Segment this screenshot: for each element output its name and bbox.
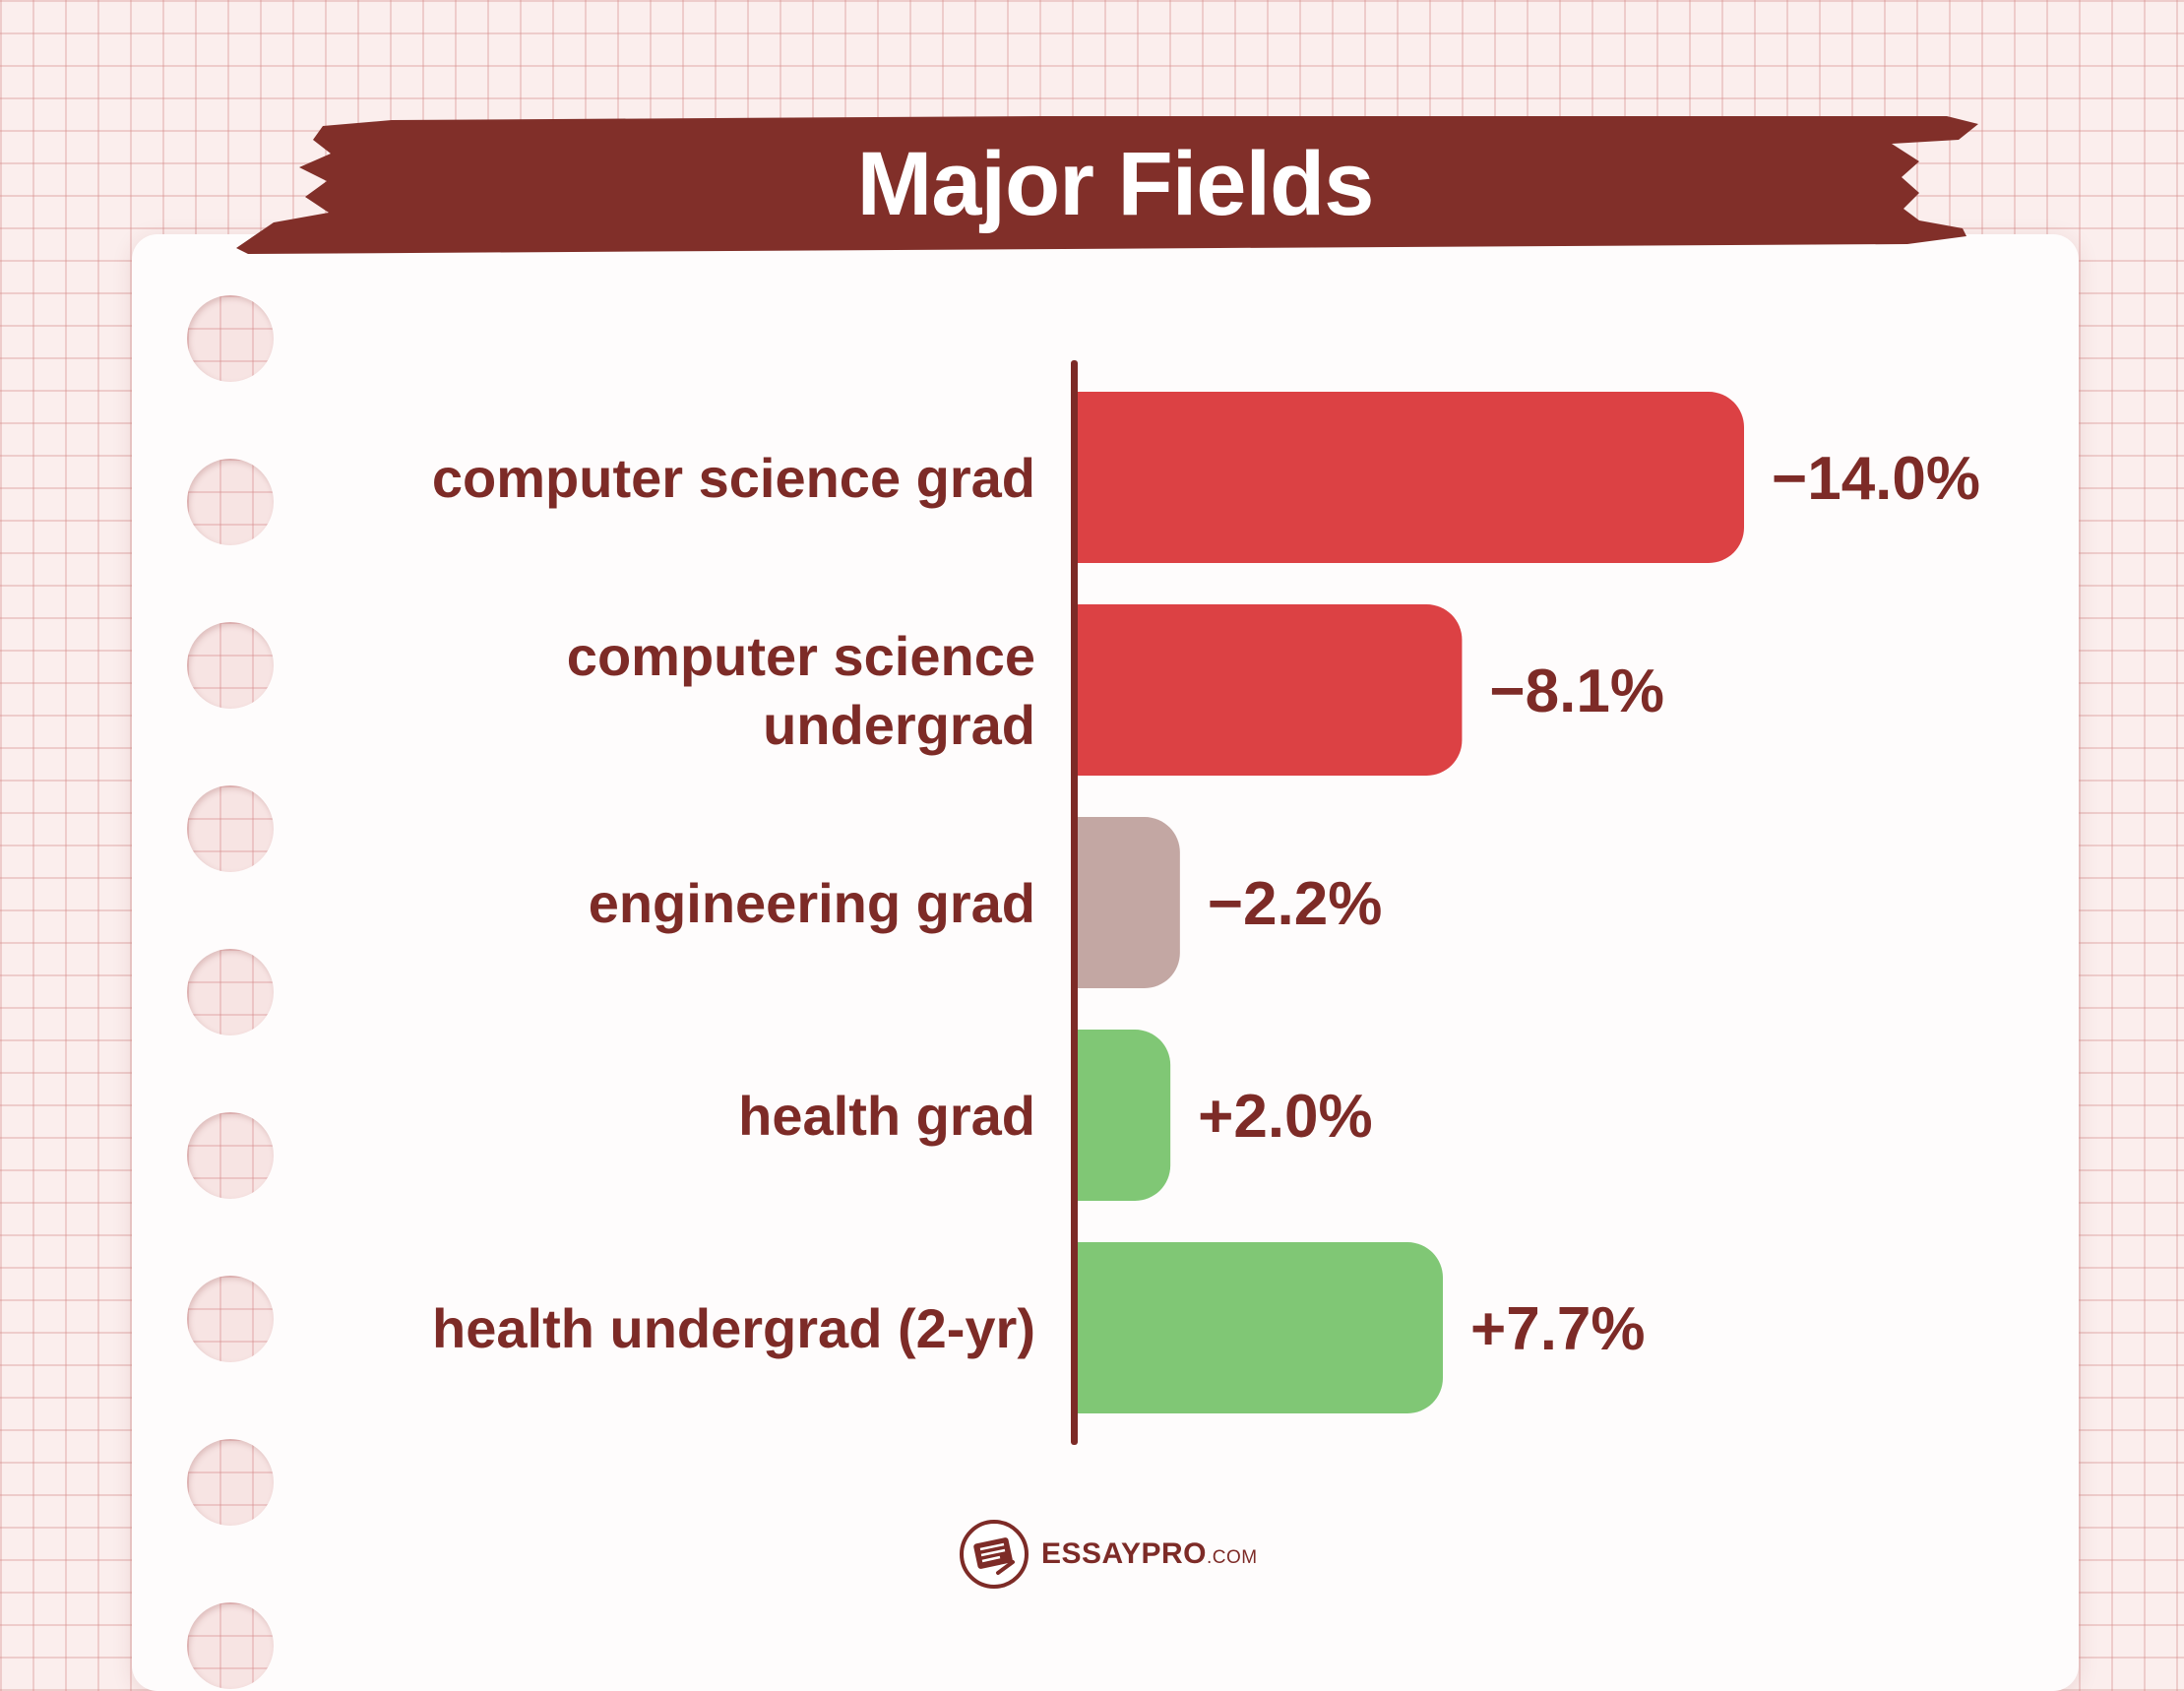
bar [1075, 392, 1744, 563]
brand-domain-suffix: .COM [1206, 1547, 1258, 1568]
chart-title: Major Fields [856, 133, 1375, 234]
binder-hole [187, 622, 274, 709]
value-label: +2.0% [1198, 1083, 1373, 1151]
value-label: −2.2% [1208, 870, 1383, 938]
value-label: −14.0% [1772, 445, 1980, 513]
category-label: health undergrad (2-yr) [432, 1297, 1035, 1359]
title-banner: Major Fields [234, 110, 1996, 258]
binder-hole [187, 295, 274, 382]
banner-brush-shape [236, 116, 1978, 254]
binder-hole [187, 785, 274, 872]
binder-hole [187, 1276, 274, 1362]
value-label: −8.1% [1489, 658, 1664, 725]
value-label: +7.7% [1470, 1295, 1646, 1363]
binder-hole [187, 949, 274, 1035]
notebook-pencil-icon [960, 1520, 1029, 1589]
binder-hole [187, 1112, 274, 1199]
category-label: health grad [738, 1085, 1035, 1147]
brand-footer: ESSAYPRO.COM [959, 1519, 1258, 1590]
category-label: computer science undergrad [567, 625, 1035, 756]
bar [1075, 1030, 1171, 1201]
category-label: computer science grad [432, 447, 1035, 509]
y-axis-line [1071, 360, 1078, 1445]
bar [1075, 1242, 1443, 1413]
brand-name: ESSAYPRO.COM [1041, 1537, 1258, 1570]
bar [1075, 604, 1463, 776]
binder-hole [187, 1439, 274, 1526]
bar [1075, 817, 1180, 988]
category-label: engineering grad [589, 872, 1035, 934]
binder-hole [187, 459, 274, 545]
